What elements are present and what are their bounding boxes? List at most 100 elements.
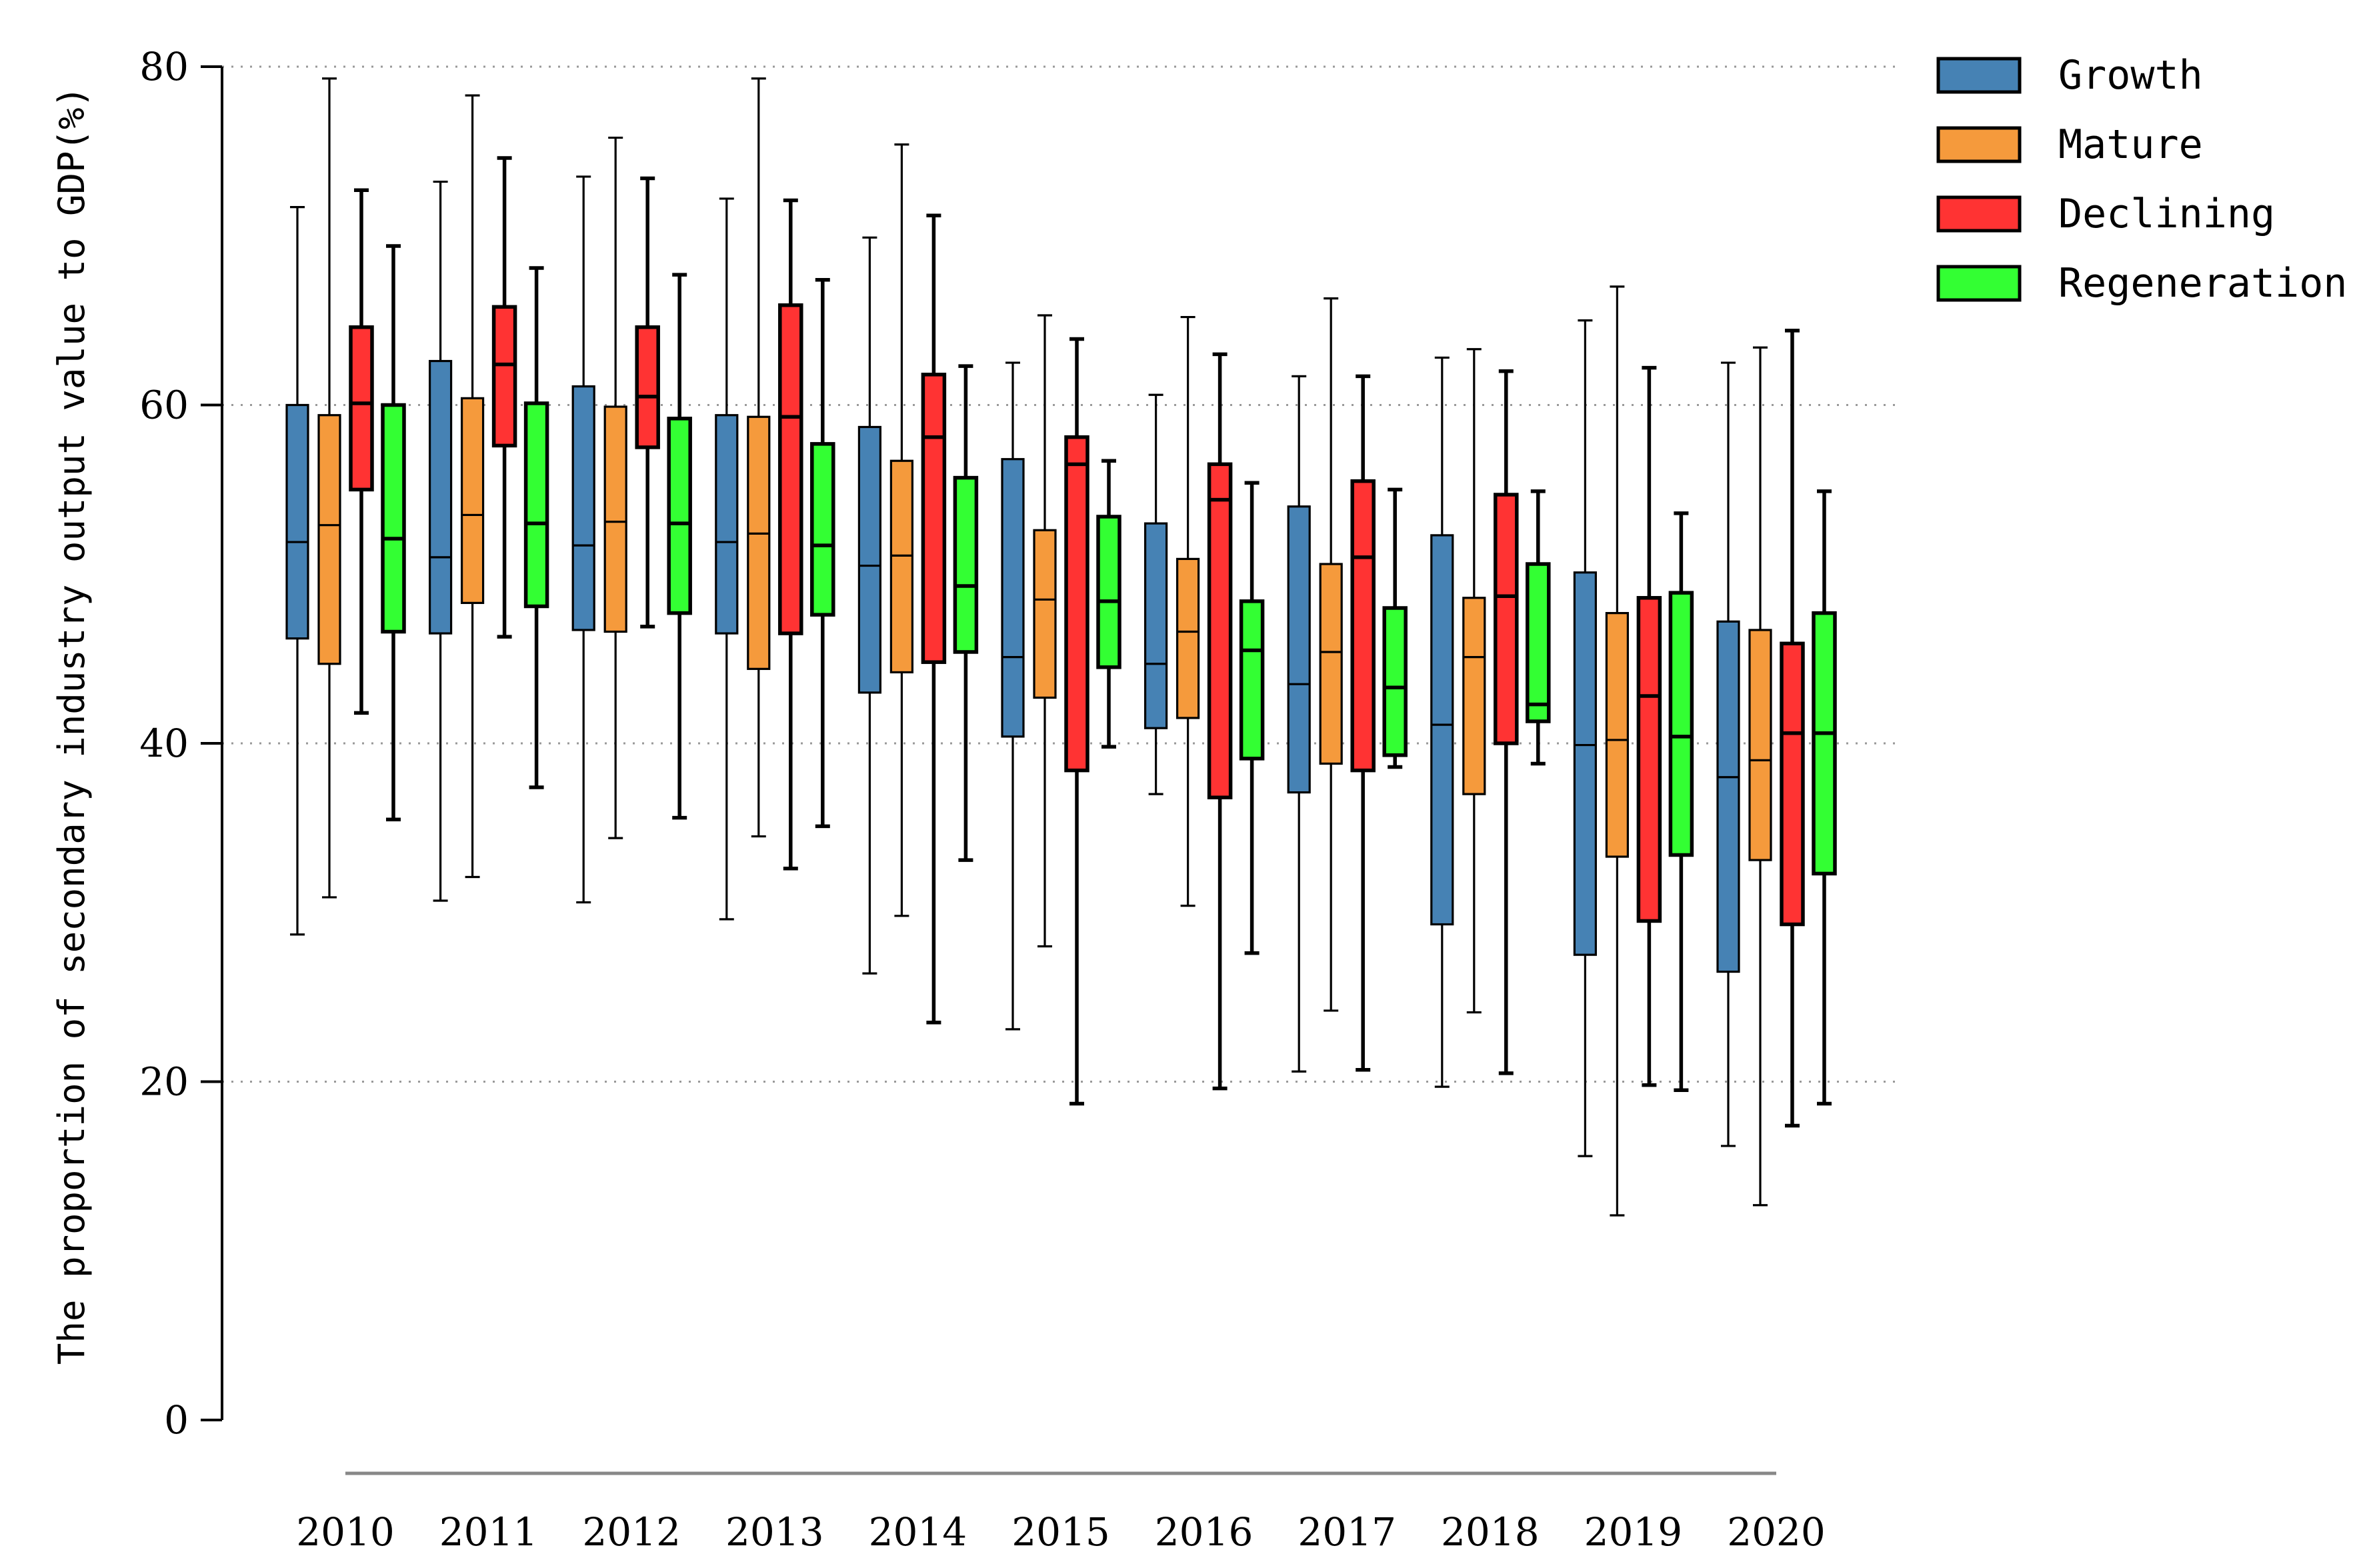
box-growth-2013 bbox=[715, 197, 739, 921]
y-tick-label: 80 bbox=[139, 44, 189, 89]
box-declining-2013 bbox=[778, 198, 803, 871]
iqr-box bbox=[1096, 515, 1121, 669]
box-growth-2010 bbox=[285, 206, 309, 936]
x-tick-label: 2017 bbox=[1298, 1509, 1396, 1555]
iqr-box bbox=[1287, 505, 1311, 794]
iqr-box bbox=[1239, 599, 1265, 761]
box-regeneration-2019 bbox=[1668, 511, 1694, 1092]
box-growth-2014 bbox=[857, 236, 882, 975]
iqr-box bbox=[1780, 641, 1805, 927]
box-regeneration-2012 bbox=[667, 273, 692, 820]
legend-item-mature: Mature bbox=[1936, 121, 2203, 168]
iqr-box bbox=[1143, 522, 1168, 729]
box-regeneration-2017 bbox=[1382, 487, 1408, 769]
box-growth-2011 bbox=[428, 180, 453, 902]
iqr-box bbox=[1748, 629, 1772, 861]
iqr-box bbox=[1175, 557, 1200, 719]
box-declining-2011 bbox=[491, 156, 517, 639]
box-mature-2020 bbox=[1748, 346, 1772, 1207]
box-mature-2010 bbox=[317, 77, 341, 899]
box-mature-2014 bbox=[889, 143, 914, 917]
box-growth-2019 bbox=[1573, 319, 1597, 1157]
iqr-box bbox=[1668, 591, 1694, 857]
legend-label: Mature bbox=[2058, 121, 2203, 168]
box-declining-2010 bbox=[349, 188, 374, 715]
legend-item-regeneration: Regeneration bbox=[1936, 260, 2347, 307]
x-tick-label: 2014 bbox=[869, 1509, 967, 1555]
box-regeneration-2010 bbox=[381, 244, 406, 821]
iqr-box bbox=[953, 475, 979, 654]
legend-label: Declining bbox=[2058, 191, 2275, 237]
box-growth-2012 bbox=[571, 175, 595, 904]
iqr-box bbox=[921, 373, 947, 664]
box-regeneration-2014 bbox=[953, 364, 979, 862]
box-mature-2013 bbox=[747, 77, 771, 838]
iqr-box bbox=[1382, 606, 1408, 757]
x-tick-label: 2020 bbox=[1727, 1509, 1826, 1555]
iqr-box bbox=[635, 325, 660, 449]
legend-swatch bbox=[1936, 265, 2022, 302]
box-mature-2017 bbox=[1319, 297, 1343, 1012]
iqr-box bbox=[778, 303, 803, 635]
iqr-box bbox=[491, 305, 517, 448]
iqr-box bbox=[857, 425, 882, 694]
box-declining-2014 bbox=[921, 213, 947, 1025]
iqr-box bbox=[1319, 563, 1343, 765]
x-tick-label: 2012 bbox=[582, 1509, 681, 1555]
box-regeneration-2018 bbox=[1526, 489, 1551, 766]
legend-swatch bbox=[1936, 195, 2022, 233]
iqr-box bbox=[1207, 462, 1233, 799]
box-mature-2012 bbox=[603, 136, 627, 839]
y-axis-title: The proportion of secondary industry out… bbox=[51, 86, 93, 1365]
box-regeneration-2015 bbox=[1096, 459, 1121, 749]
iqr-box bbox=[285, 403, 309, 640]
iqr-box bbox=[1605, 612, 1629, 858]
iqr-box bbox=[667, 417, 692, 615]
box-growth-2018 bbox=[1430, 356, 1454, 1088]
y-tick-label: 40 bbox=[139, 721, 189, 766]
box-growth-2015 bbox=[1001, 361, 1025, 1031]
series-growth bbox=[285, 175, 1740, 1157]
x-tick-label: 2011 bbox=[439, 1509, 538, 1555]
iqr-box bbox=[715, 414, 739, 635]
iqr-box bbox=[317, 414, 341, 665]
box-series bbox=[285, 77, 1837, 1217]
legend-item-declining: Declining bbox=[1936, 191, 2275, 237]
box-declining-2012 bbox=[635, 176, 660, 629]
iqr-box bbox=[1033, 529, 1057, 699]
legend-swatch bbox=[1936, 57, 2022, 94]
iqr-box bbox=[1636, 596, 1662, 923]
box-mature-2016 bbox=[1175, 315, 1200, 907]
box-growth-2017 bbox=[1287, 375, 1311, 1073]
x-axis: 2010 2011 2012 2013 2014 2015 2016 2017 2018 2019… bbox=[296, 1471, 1826, 1555]
box-mature-2018 bbox=[1462, 348, 1486, 1014]
iqr-box bbox=[747, 415, 771, 670]
iqr-box bbox=[603, 405, 627, 633]
box-growth-2016 bbox=[1143, 393, 1168, 795]
iqr-box bbox=[1716, 620, 1740, 973]
x-tick-label: 2013 bbox=[725, 1509, 824, 1555]
y-tick-label: 0 bbox=[164, 1397, 189, 1443]
iqr-box bbox=[349, 325, 374, 492]
box-regeneration-2013 bbox=[810, 277, 835, 829]
box-regeneration-2020 bbox=[1812, 489, 1837, 1106]
box-declining-2016 bbox=[1207, 352, 1233, 1091]
legend-item-growth: Growth bbox=[1936, 52, 2203, 99]
y-tick-label: 60 bbox=[139, 383, 189, 428]
iqr-box bbox=[1494, 493, 1519, 745]
x-tick-label: 2010 bbox=[296, 1509, 395, 1555]
iqr-box bbox=[1812, 611, 1837, 876]
iqr-box bbox=[1462, 597, 1486, 795]
iqr-box bbox=[381, 403, 406, 634]
legend: Growth Mature Declining Regeneration bbox=[1936, 52, 2347, 307]
legend-swatch bbox=[1936, 126, 2022, 163]
box-declining-2017 bbox=[1350, 374, 1376, 1072]
legend-label: Growth bbox=[2058, 52, 2203, 99]
box-mature-2015 bbox=[1033, 314, 1057, 948]
series-declining bbox=[349, 156, 1805, 1128]
x-tick-label: 2019 bbox=[1584, 1509, 1683, 1555]
box-mature-2011 bbox=[460, 94, 485, 879]
box-declining-2018 bbox=[1494, 369, 1519, 1075]
iqr-box bbox=[1573, 571, 1597, 956]
